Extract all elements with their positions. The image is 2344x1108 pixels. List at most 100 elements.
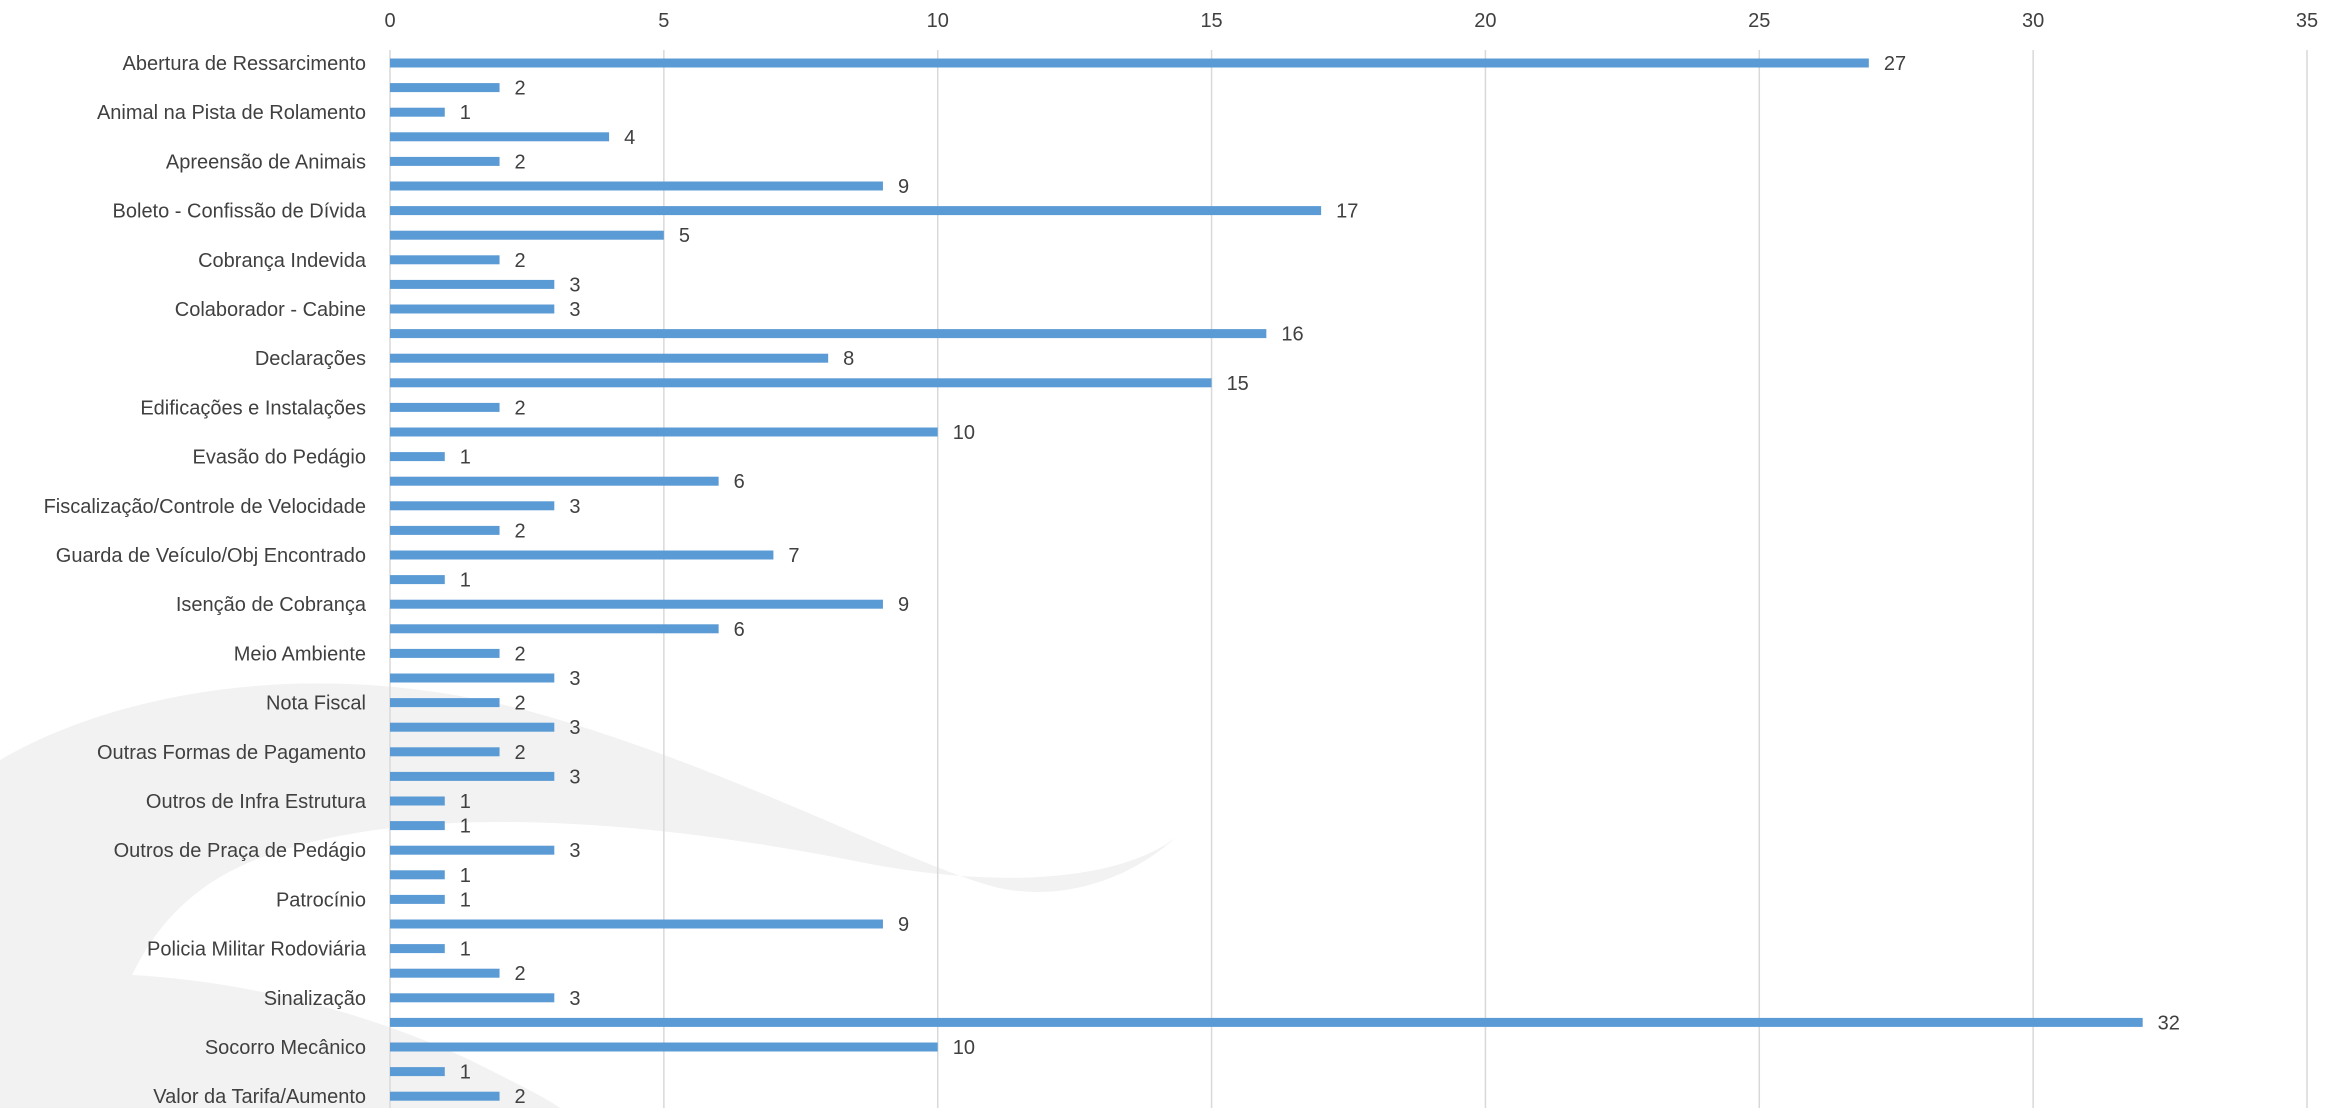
bar-value-label: 1 — [460, 939, 471, 961]
bar-value-label: 3 — [569, 717, 580, 739]
watermark-swoosh-upper — [0, 683, 1175, 1108]
x-tick-label: 15 — [1200, 10, 1222, 32]
bar-value-label: 2 — [515, 963, 526, 985]
x-tick-label: 10 — [927, 10, 949, 32]
bar — [390, 1067, 445, 1077]
bar — [390, 329, 1267, 339]
bar-value-label: 9 — [898, 914, 909, 936]
category-label: Meio Ambiente — [234, 643, 366, 665]
category-label: Nota Fiscal — [266, 693, 366, 715]
category-label: Edificações e Instalações — [140, 397, 366, 419]
bar-value-label: 9 — [898, 176, 909, 198]
bar-value-label: 3 — [569, 668, 580, 690]
bar-value-label: 9 — [898, 594, 909, 616]
bar — [390, 550, 774, 560]
bar-value-label: 2 — [515, 78, 526, 100]
bar-value-label: 1 — [460, 102, 471, 124]
bar-value-label: 1 — [460, 865, 471, 887]
category-label: Fiscalização/Controle de Velocidade — [44, 496, 366, 518]
category-label: Guarda de Veículo/Obj Encontrado — [56, 545, 366, 567]
bar-value-label: 15 — [1227, 373, 1249, 395]
bar-value-label: 1 — [460, 1062, 471, 1084]
bar — [390, 968, 500, 978]
category-label: Apreensão de Animais — [166, 151, 366, 173]
bar-value-label: 2 — [515, 1086, 526, 1108]
data-labels: 2721429175233168152101632719623232311311… — [460, 53, 2180, 1108]
bar — [390, 525, 500, 535]
bar — [390, 1042, 938, 1052]
category-label: Outros de Praça de Pedágio — [114, 840, 366, 862]
category-label: Sinalização — [264, 988, 366, 1010]
bar-value-label: 8 — [843, 348, 854, 370]
bar-value-label: 2 — [515, 151, 526, 173]
bar-value-label: 3 — [569, 274, 580, 296]
bar — [390, 107, 445, 117]
bar — [390, 156, 500, 166]
bar — [390, 673, 555, 683]
bar — [390, 845, 555, 855]
bar — [390, 771, 555, 781]
bar — [390, 230, 664, 240]
bar-value-label: 10 — [953, 422, 975, 444]
category-label: Cobrança Indevida — [198, 250, 367, 272]
bars — [390, 58, 2143, 1101]
bar — [390, 870, 445, 880]
bar — [390, 83, 500, 93]
bar-value-label: 3 — [569, 496, 580, 518]
category-label: Outras Formas de Pagamento — [97, 742, 366, 764]
bar-value-label: 4 — [624, 127, 635, 149]
bar-value-label: 2 — [515, 520, 526, 542]
bar-value-label: 1 — [460, 791, 471, 813]
bar — [390, 206, 1322, 216]
bar — [390, 599, 883, 609]
bar — [390, 624, 719, 634]
category-label: Valor da Tarifa/Aumento — [153, 1086, 366, 1108]
bar-value-label: 5 — [679, 225, 690, 247]
bar — [390, 255, 500, 265]
category-label: Colaborador - Cabine — [175, 299, 366, 321]
bar-value-label: 1 — [460, 570, 471, 592]
x-tick-label: 30 — [2022, 10, 2044, 32]
bar-value-label: 1 — [460, 889, 471, 911]
category-label: Isenção de Cobrança — [176, 594, 367, 616]
category-label: Policia Militar Rodoviária — [147, 939, 367, 961]
x-tick-label: 35 — [2296, 10, 2318, 32]
x-tick-label: 20 — [1474, 10, 1496, 32]
category-label: Abertura de Ressarcimento — [123, 53, 366, 75]
bar-value-label: 2 — [515, 643, 526, 665]
bar — [390, 796, 445, 806]
category-label: Evasão do Pedágio — [193, 447, 366, 469]
x-tick-label: 25 — [1748, 10, 1770, 32]
bar-value-label: 1 — [460, 816, 471, 838]
bar — [390, 944, 445, 954]
bar-value-label: 3 — [569, 766, 580, 788]
bar-value-label: 2 — [515, 693, 526, 715]
bar — [390, 648, 500, 658]
bar — [390, 132, 610, 142]
category-label: Patrocínio — [276, 889, 366, 911]
x-tick-label: 0 — [384, 10, 395, 32]
bar — [390, 378, 1212, 388]
x-tick-label: 5 — [658, 10, 669, 32]
category-label: Declarações — [255, 348, 366, 370]
bar-value-label: 3 — [569, 988, 580, 1010]
bar-value-label: 1 — [460, 447, 471, 469]
bar — [390, 476, 719, 486]
bar — [390, 1091, 500, 1101]
bar-value-label: 27 — [1884, 53, 1906, 75]
bar — [390, 747, 500, 757]
bar — [390, 304, 555, 314]
bar — [390, 698, 500, 708]
bar-value-label: 7 — [788, 545, 799, 567]
category-label: Boleto - Confissão de Dívida — [113, 201, 367, 223]
bar-value-label: 2 — [515, 250, 526, 272]
bar — [390, 402, 500, 412]
category-label: Socorro Mecânico — [205, 1037, 366, 1059]
bar — [390, 427, 938, 437]
category-label: Outros de Infra Estrutura — [146, 791, 367, 813]
bar — [390, 353, 829, 363]
bar — [390, 501, 555, 511]
bar — [390, 993, 555, 1003]
bar — [390, 58, 1869, 68]
